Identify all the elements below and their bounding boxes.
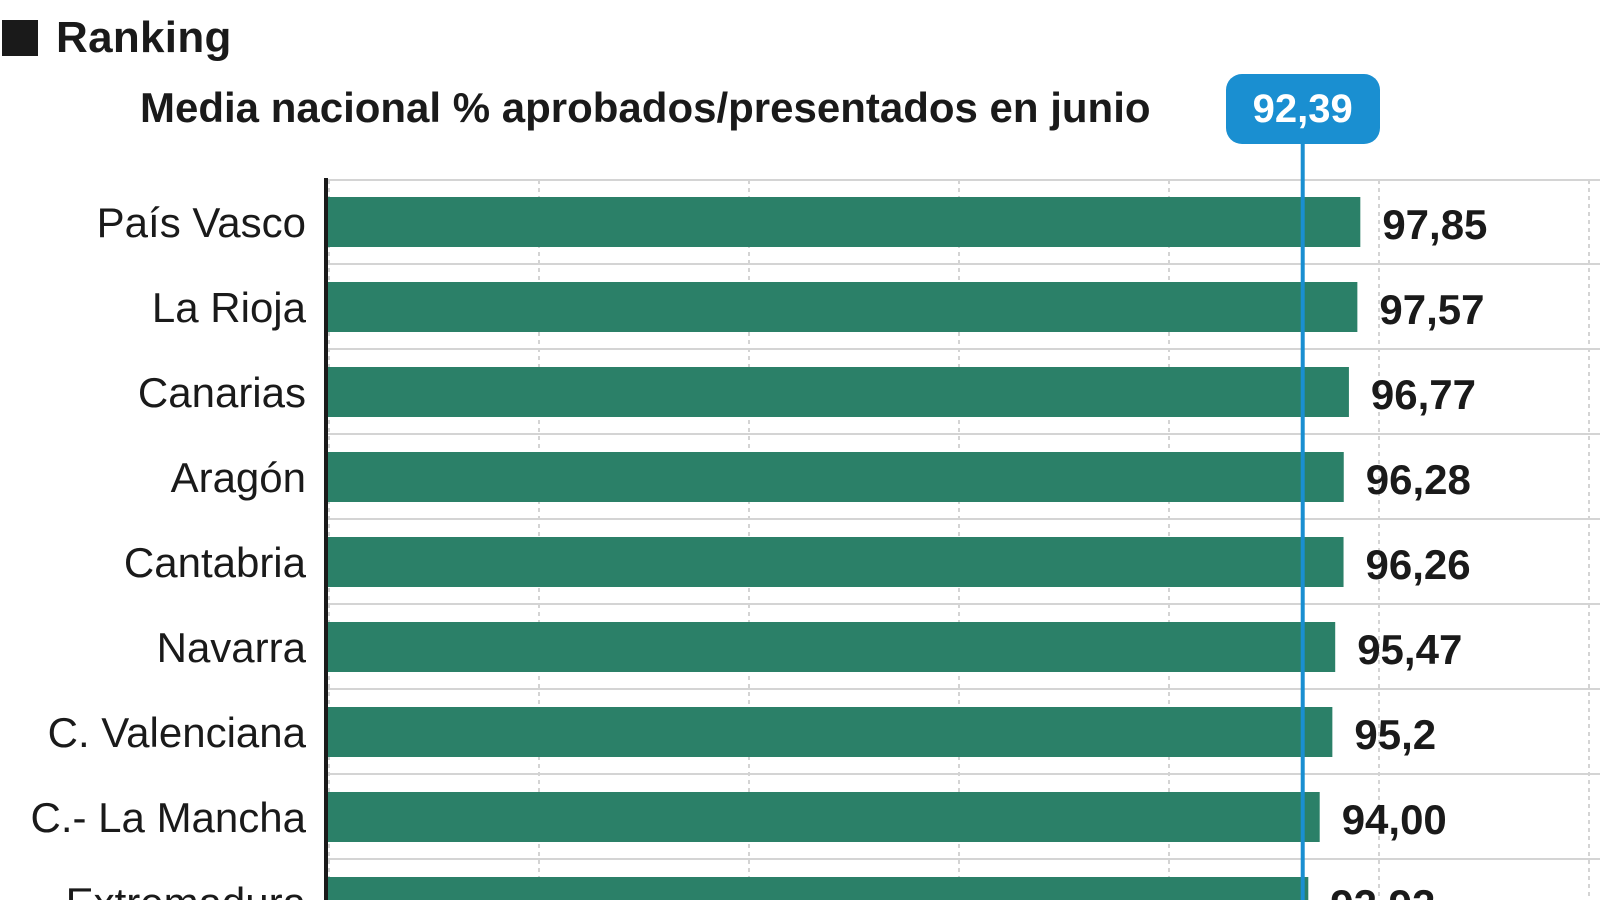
value-label: 95,2 bbox=[1354, 711, 1436, 758]
bar bbox=[328, 792, 1320, 842]
value-label: 95,47 bbox=[1357, 626, 1462, 673]
category-label: La Rioja bbox=[152, 284, 307, 331]
bar bbox=[328, 537, 1344, 587]
bar bbox=[328, 622, 1336, 672]
bar bbox=[328, 877, 1309, 900]
value-label: 97,85 bbox=[1382, 201, 1487, 248]
value-label: 96,77 bbox=[1371, 371, 1476, 418]
category-label: País Vasco bbox=[97, 199, 306, 246]
national-average-badge: 92,39 bbox=[1225, 74, 1380, 144]
value-label: 92,92 bbox=[1330, 881, 1435, 900]
chart-heading: Ranking bbox=[0, 10, 232, 66]
value-label: 96,28 bbox=[1366, 456, 1471, 503]
bar bbox=[328, 282, 1358, 332]
category-label: Canarias bbox=[138, 369, 306, 416]
chart-subtitle: Media nacional % aprobados/presentados e… bbox=[140, 84, 1151, 131]
category-label: Extremadura bbox=[66, 879, 307, 900]
heading-title: Ranking bbox=[56, 13, 232, 62]
category-label: Cantabria bbox=[124, 539, 307, 586]
category-label: Aragón bbox=[171, 454, 306, 501]
value-label: 97,57 bbox=[1379, 286, 1484, 333]
value-label: 94,00 bbox=[1342, 796, 1447, 843]
value-label: 96,26 bbox=[1366, 541, 1471, 588]
bar bbox=[328, 197, 1361, 247]
bar bbox=[328, 452, 1344, 502]
bar bbox=[328, 707, 1333, 757]
heading-square-icon bbox=[2, 20, 38, 56]
bar bbox=[328, 367, 1349, 417]
category-label: Navarra bbox=[157, 624, 307, 671]
category-label: C.- La Mancha bbox=[31, 794, 307, 841]
category-label: C. Valenciana bbox=[48, 709, 307, 756]
